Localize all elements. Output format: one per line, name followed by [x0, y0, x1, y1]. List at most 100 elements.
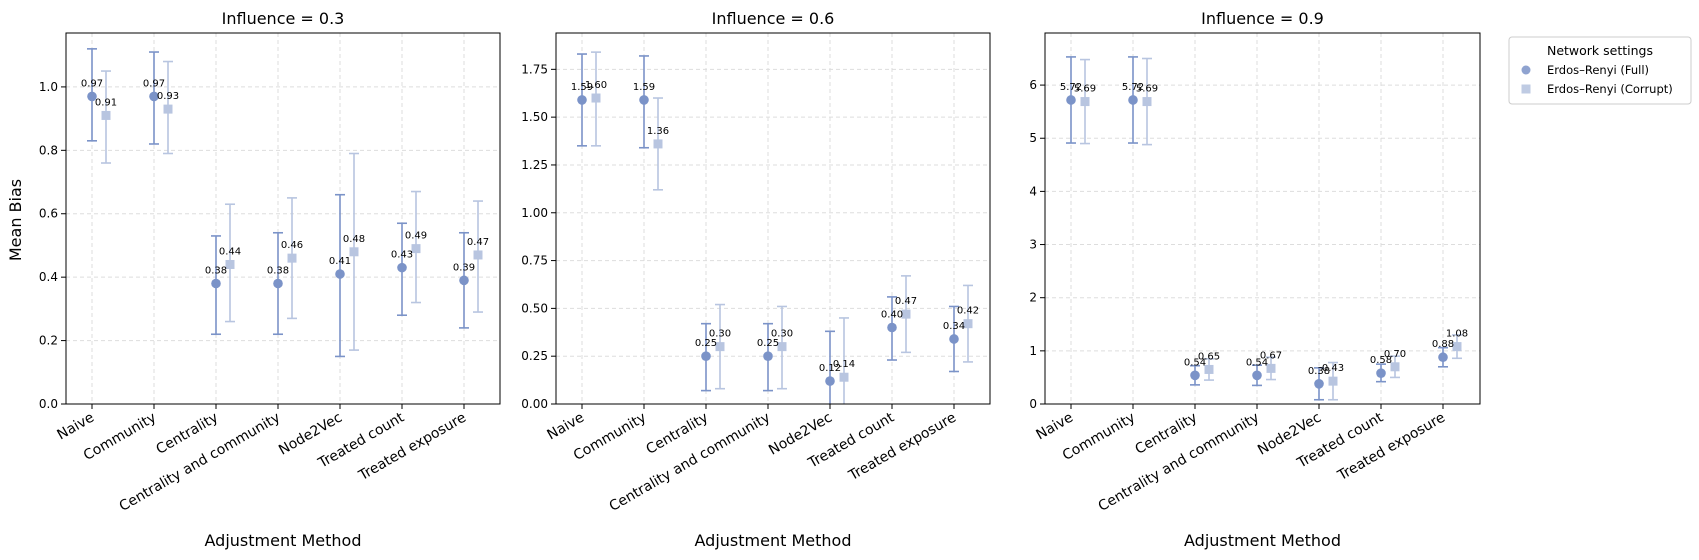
- data-label-full: 0.38: [267, 266, 289, 277]
- data-label-corrupt: 1.08: [1446, 329, 1468, 340]
- y-tick-label: 4: [1029, 184, 1037, 198]
- chart-title: Influence = 0.9: [1201, 9, 1324, 28]
- legend-label-full: Erdos–Renyi (Full): [1547, 63, 1649, 77]
- chart-title: Influence = 0.6: [712, 9, 835, 28]
- point-full: [87, 91, 97, 102]
- data-label-corrupt: 0.42: [957, 306, 979, 317]
- point-corrupt: [1080, 97, 1090, 107]
- point-full: [459, 275, 469, 286]
- data-layer: [1066, 56, 1462, 401]
- data-label-corrupt: 0.47: [895, 296, 917, 307]
- y-tick-label: 0.50: [521, 301, 548, 315]
- chart-title: Influence = 0.3: [222, 9, 345, 28]
- x-axis-label: Adjustment Method: [695, 531, 852, 550]
- point-full: [335, 269, 345, 279]
- point-full: [1438, 352, 1448, 363]
- point-corrupt: [225, 259, 235, 269]
- point-corrupt: [287, 253, 297, 263]
- point-corrupt: [101, 110, 111, 120]
- legend-title: Network settings: [1547, 43, 1653, 58]
- y-tick-label: 2: [1029, 291, 1037, 305]
- legend-frame: [1508, 36, 1692, 105]
- data-label-corrupt: 0.30: [771, 329, 793, 340]
- point-corrupt: [349, 247, 359, 257]
- axes-frame: [1044, 32, 1481, 405]
- x-tick-label: Naive: [54, 410, 97, 444]
- data-label-corrupt: 0.46: [281, 240, 303, 251]
- point-corrupt: [1266, 363, 1276, 373]
- point-corrupt: [1390, 362, 1400, 372]
- x-tick-label: Treated exposure: [845, 410, 959, 485]
- point-full: [397, 262, 407, 273]
- y-tick-label: 6: [1029, 78, 1037, 92]
- data-label-corrupt: 1.36: [647, 126, 669, 137]
- data-label-full: 0.43: [391, 250, 413, 261]
- point-full: [949, 334, 959, 344]
- point-corrupt: [591, 93, 601, 103]
- point-corrupt: [411, 244, 421, 254]
- point-full: [763, 351, 773, 361]
- data-label-corrupt: 0.48: [343, 234, 365, 245]
- data-label-full: 0.58: [1370, 355, 1392, 366]
- data-label-corrupt: 0.49: [405, 231, 427, 242]
- point-corrupt: [1328, 376, 1338, 386]
- y-tick-label: 0.0: [39, 397, 58, 411]
- data-label-corrupt: 1.60: [585, 80, 607, 91]
- data-label-full: 0.40: [881, 310, 903, 321]
- y-tick-label: 1.75: [521, 62, 548, 76]
- point-full: [1190, 370, 1200, 381]
- chart-panel-3: 5.72 5.72 0.54 0.54 0.38 0.58 0.88 5.69 5.69 0.65…: [1029, 9, 1481, 550]
- axes-frame: [65, 32, 501, 405]
- y-tick-label: 0.25: [521, 349, 548, 363]
- y-tick-label: 5: [1029, 131, 1037, 145]
- data-label-corrupt: 0.47: [467, 237, 489, 248]
- point-full: [701, 351, 711, 361]
- data-label-full: 0.38: [1308, 366, 1330, 377]
- point-corrupt: [473, 250, 483, 260]
- point-corrupt: [777, 342, 787, 352]
- data-label-corrupt: 0.93: [157, 91, 179, 102]
- y-tick-label: 1.25: [521, 158, 548, 172]
- data-label-corrupt: 5.69: [1074, 84, 1096, 95]
- data-label-corrupt: 5.69: [1136, 84, 1158, 95]
- point-corrupt: [653, 139, 663, 149]
- x-tick-label: Naive: [544, 410, 587, 444]
- point-corrupt: [163, 104, 173, 114]
- y-tick-label: 0.2: [39, 334, 58, 348]
- x-axis-label: Adjustment Method: [1184, 531, 1341, 550]
- y-tick-label: 1: [1029, 344, 1037, 358]
- legend: Network settings Erdos–Renyi (Full) Erdo…: [1508, 36, 1692, 105]
- point-full: [577, 95, 587, 105]
- point-full: [1128, 95, 1138, 105]
- point-corrupt: [1204, 364, 1214, 374]
- data-label-full: 5.72: [1060, 82, 1082, 93]
- point-full: [639, 95, 649, 105]
- y-tick-label: 0.6: [39, 207, 58, 221]
- data-label-corrupt: 0.43: [1322, 363, 1344, 374]
- data-label-full: 0.54: [1184, 357, 1206, 368]
- point-corrupt: [839, 372, 849, 382]
- data-label-full: 1.59: [571, 82, 593, 93]
- y-tick-label: 3: [1029, 238, 1037, 252]
- data-label-corrupt: 0.44: [219, 246, 241, 257]
- data-label-full: 0.39: [453, 262, 475, 273]
- point-corrupt: [715, 342, 725, 352]
- data-layer: [577, 51, 973, 404]
- point-full: [887, 322, 897, 333]
- data-label-corrupt: 0.65: [1198, 351, 1220, 362]
- data-layer: [87, 48, 483, 358]
- point-full: [1376, 368, 1386, 378]
- data-label-full: 0.25: [695, 338, 717, 349]
- data-label-full: 0.97: [81, 78, 103, 89]
- point-full: [1252, 370, 1262, 381]
- y-tick-label: 1.00: [521, 206, 548, 220]
- point-full: [149, 91, 159, 102]
- legend-marker-corrupt: [1521, 84, 1531, 94]
- point-corrupt: [901, 309, 911, 319]
- data-label-full: 0.54: [1246, 357, 1268, 368]
- x-tick-label: Treated exposure: [355, 410, 469, 485]
- axes-frame: [555, 32, 991, 405]
- data-label-full: 0.25: [757, 338, 779, 349]
- data-label-corrupt: 0.91: [95, 97, 117, 108]
